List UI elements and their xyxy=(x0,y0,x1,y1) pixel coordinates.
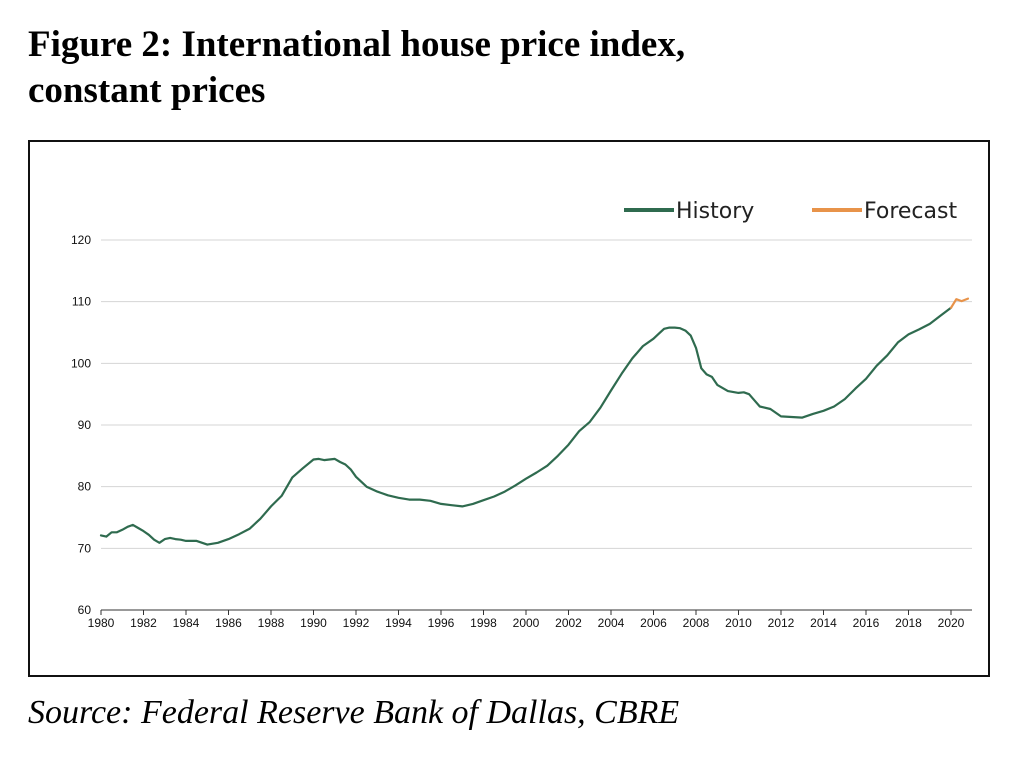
y-tick-label-80: 80 xyxy=(78,480,92,494)
x-tick-label-2016: 2016 xyxy=(853,616,880,630)
x-tick-label-1990: 1990 xyxy=(300,616,327,630)
y-tick-label-100: 100 xyxy=(71,356,91,370)
legend: History Forecast xyxy=(624,199,957,224)
legend-label-history: History xyxy=(676,199,754,224)
y-tick-label-110: 110 xyxy=(72,295,91,309)
grid-lines xyxy=(101,239,972,549)
x-tick-label-2010: 2010 xyxy=(725,616,752,630)
chart-title: Figure 2: International house price inde… xyxy=(28,22,1008,114)
x-tick-label-1992: 1992 xyxy=(343,616,370,630)
x-tick-label-1994: 1994 xyxy=(385,616,412,630)
chart-title-line-1: Figure 2: International house price inde… xyxy=(28,24,686,65)
chart-frame: 60 70 80 90 100 110 120 1980 1982 1984 1986 1988 199… xyxy=(28,140,990,677)
x-tick-label-1980: 1980 xyxy=(88,616,115,630)
x-tick-label-2018: 2018 xyxy=(895,616,922,630)
axes: 60 70 80 90 100 110 120 1980 1982 1984 1986 1988 199… xyxy=(71,233,972,630)
x-tick-label-1988: 1988 xyxy=(258,616,285,630)
x-tick-label-2012: 2012 xyxy=(768,616,795,630)
x-tick-label-2014: 2014 xyxy=(810,616,837,630)
y-tick-label-60: 60 xyxy=(78,603,92,617)
source-note: Source: Federal Reserve Bank of Dallas, … xyxy=(28,694,680,731)
x-tick-label-1986: 1986 xyxy=(215,616,242,630)
x-tick-label-2020: 2020 xyxy=(938,616,965,630)
x-tick-label-2006: 2006 xyxy=(640,616,667,630)
x-tick-label-1984: 1984 xyxy=(173,616,200,630)
y-tick-label-120: 120 xyxy=(71,233,91,247)
x-tick-label-1998: 1998 xyxy=(470,616,497,630)
x-tick-label-2004: 2004 xyxy=(598,616,625,630)
series-lines xyxy=(99,297,970,546)
x-tick-label-2000: 2000 xyxy=(513,616,540,630)
line-chart: 60 70 80 90 100 110 120 1980 1982 1984 1986 1988 199… xyxy=(71,199,972,630)
y-tick-label-90: 90 xyxy=(78,418,92,432)
x-tick-label-1996: 1996 xyxy=(428,616,455,630)
y-tick-label-70: 70 xyxy=(78,541,92,555)
x-tick-label-2002: 2002 xyxy=(555,616,582,630)
legend-label-forecast: Forecast xyxy=(864,199,957,224)
series-line-history xyxy=(99,306,953,546)
x-tick-label-2008: 2008 xyxy=(683,616,710,630)
x-tick-label-1982: 1982 xyxy=(130,616,157,630)
chart-title-line-2: constant prices xyxy=(28,70,266,111)
series-line-forecast xyxy=(949,297,970,309)
